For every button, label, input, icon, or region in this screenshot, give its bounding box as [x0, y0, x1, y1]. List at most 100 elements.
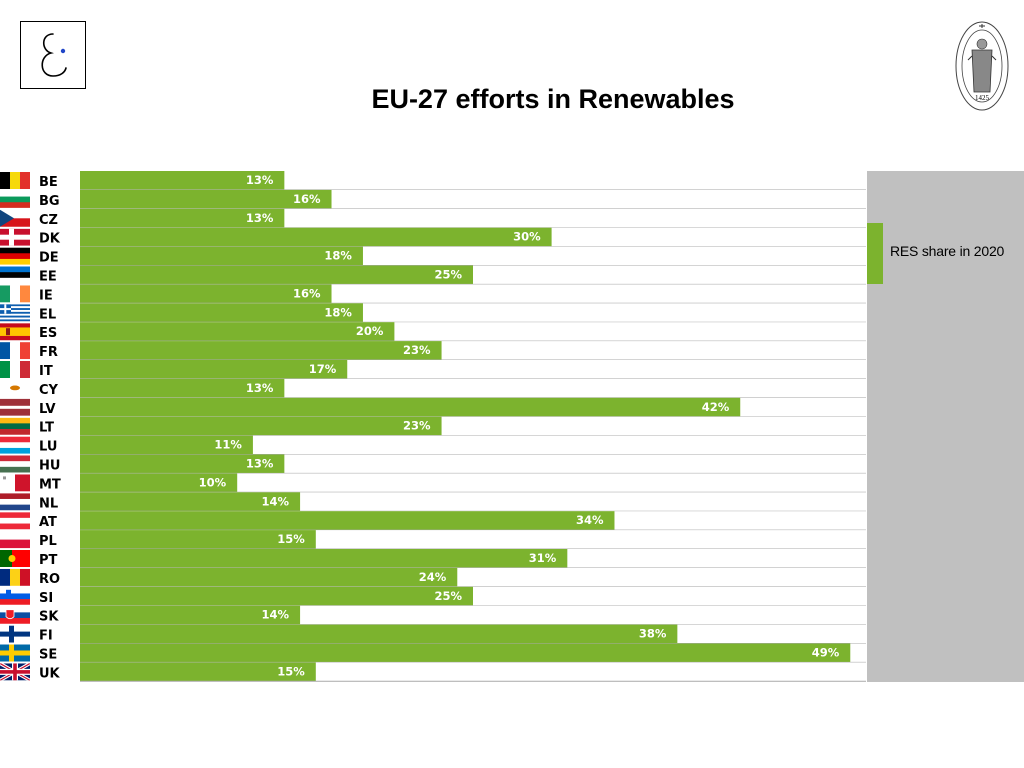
flag-fr-icon	[0, 342, 30, 360]
bar	[80, 416, 442, 436]
country-label: SK	[39, 610, 59, 625]
country-label: FR	[39, 345, 58, 360]
bar-value-label: 18%	[324, 249, 352, 263]
flag-el-icon	[0, 304, 30, 322]
legend-label: RES share in 2020	[890, 243, 1005, 259]
flag-at-icon	[0, 512, 30, 530]
bar	[80, 492, 301, 512]
bar-value-label: 49%	[812, 646, 840, 660]
bar-row-ro: 24% RO	[0, 567, 866, 588]
bar-value-label: 16%	[293, 286, 321, 300]
country-label: LV	[39, 402, 56, 417]
bar-value-label: 20%	[356, 324, 384, 338]
bar-row-ie: 16% IE	[0, 284, 866, 304]
bar	[80, 208, 285, 228]
country-label: LT	[39, 421, 54, 436]
flag-pl-icon	[0, 531, 30, 549]
bar-row-at: 34% AT	[0, 511, 866, 531]
chart-background-panel	[867, 171, 1024, 682]
bar-row-fi: 38% FI	[0, 624, 866, 644]
bar-value-label: 38%	[639, 627, 667, 641]
logo-glyph	[41, 33, 67, 77]
bar	[80, 662, 316, 682]
flag-si-icon	[0, 587, 30, 605]
bar	[80, 284, 332, 304]
flag-cz-icon	[0, 209, 30, 227]
bar	[80, 265, 473, 285]
bar-row-bg: 16% BG	[0, 189, 866, 210]
bar	[80, 567, 458, 587]
bar	[80, 586, 473, 606]
bar-track	[80, 435, 866, 455]
bar	[80, 189, 332, 209]
seal-year: 1425	[975, 94, 990, 102]
bar-value-label: 42%	[702, 400, 730, 414]
bar-row-lu: 11% LU	[0, 435, 866, 455]
bar-row-nl: 14% NL	[0, 492, 866, 512]
flag-sk-icon	[0, 606, 30, 624]
bar-value-label: 13%	[246, 173, 274, 187]
flag-bg-icon	[0, 190, 30, 208]
flag-mt-icon	[0, 474, 30, 492]
country-label: FI	[39, 629, 53, 644]
bar	[80, 530, 316, 549]
bar-value-label: 13%	[246, 381, 274, 395]
flag-ie-icon	[0, 285, 30, 303]
bar-row-dk: 30% DK	[0, 227, 866, 248]
bar-row-cz: 13% CZ	[0, 208, 866, 229]
flag-es-icon	[0, 323, 30, 341]
university-seal-icon: 1425	[954, 20, 1010, 117]
legend: RES share in 2020	[867, 223, 1024, 284]
country-label: UK	[39, 666, 61, 681]
flag-hu-icon	[0, 455, 30, 473]
bar-row-cy: 13% CY	[0, 378, 866, 399]
country-label: CZ	[39, 213, 58, 228]
bar	[80, 473, 238, 493]
bar	[80, 643, 851, 663]
flag-lu-icon	[0, 436, 30, 454]
bar	[80, 511, 615, 531]
bar-row-es: 20% ES	[0, 322, 866, 342]
bar	[80, 605, 301, 625]
bar-value-label: 13%	[246, 457, 274, 471]
bar-value-label: 31%	[529, 551, 557, 565]
bar-track	[80, 473, 866, 493]
flag-de-icon	[0, 247, 30, 265]
bar-value-label: 10%	[199, 475, 227, 489]
flag-lv-icon	[0, 398, 30, 416]
bar-row-it: 17% IT	[0, 360, 866, 380]
bar-row-lv: 42% LV	[0, 397, 866, 418]
flag-it-icon	[0, 361, 30, 378]
flag-dk-icon	[0, 228, 30, 246]
bar	[80, 454, 285, 474]
bar-value-label: 11%	[214, 438, 242, 452]
country-label: MT	[39, 477, 61, 492]
country-label: BG	[39, 194, 60, 209]
bar	[80, 435, 253, 455]
flag-lt-icon	[0, 417, 30, 435]
bar-row-fr: 23% FR	[0, 341, 866, 361]
flag-ee-icon	[0, 266, 30, 284]
country-label: CY	[39, 383, 59, 398]
bar-value-label: 15%	[277, 532, 305, 546]
bar-row-sk: 14% SK	[0, 605, 866, 626]
country-label: IE	[39, 288, 53, 303]
bar-value-label: 23%	[403, 419, 431, 433]
flag-be-icon	[0, 172, 30, 189]
country-label: HU	[39, 459, 60, 474]
bar-row-mt: 10% MT	[0, 473, 866, 493]
bar	[80, 397, 741, 417]
bar-row-el: 18% EL	[0, 303, 866, 323]
bar-value-label: 15%	[277, 664, 305, 678]
bar-row-lt: 23% LT	[0, 416, 866, 437]
bar	[80, 303, 363, 323]
flag-pt-icon	[0, 550, 30, 567]
bar	[80, 378, 285, 398]
flag-uk-icon	[0, 663, 30, 681]
page-title: EU-27 efforts in Renewables	[371, 84, 735, 114]
bar-row-uk: 15% UK	[0, 662, 866, 682]
country-label: ES	[39, 326, 57, 341]
country-label: DK	[39, 232, 61, 247]
bar-value-label: 16%	[293, 192, 321, 206]
